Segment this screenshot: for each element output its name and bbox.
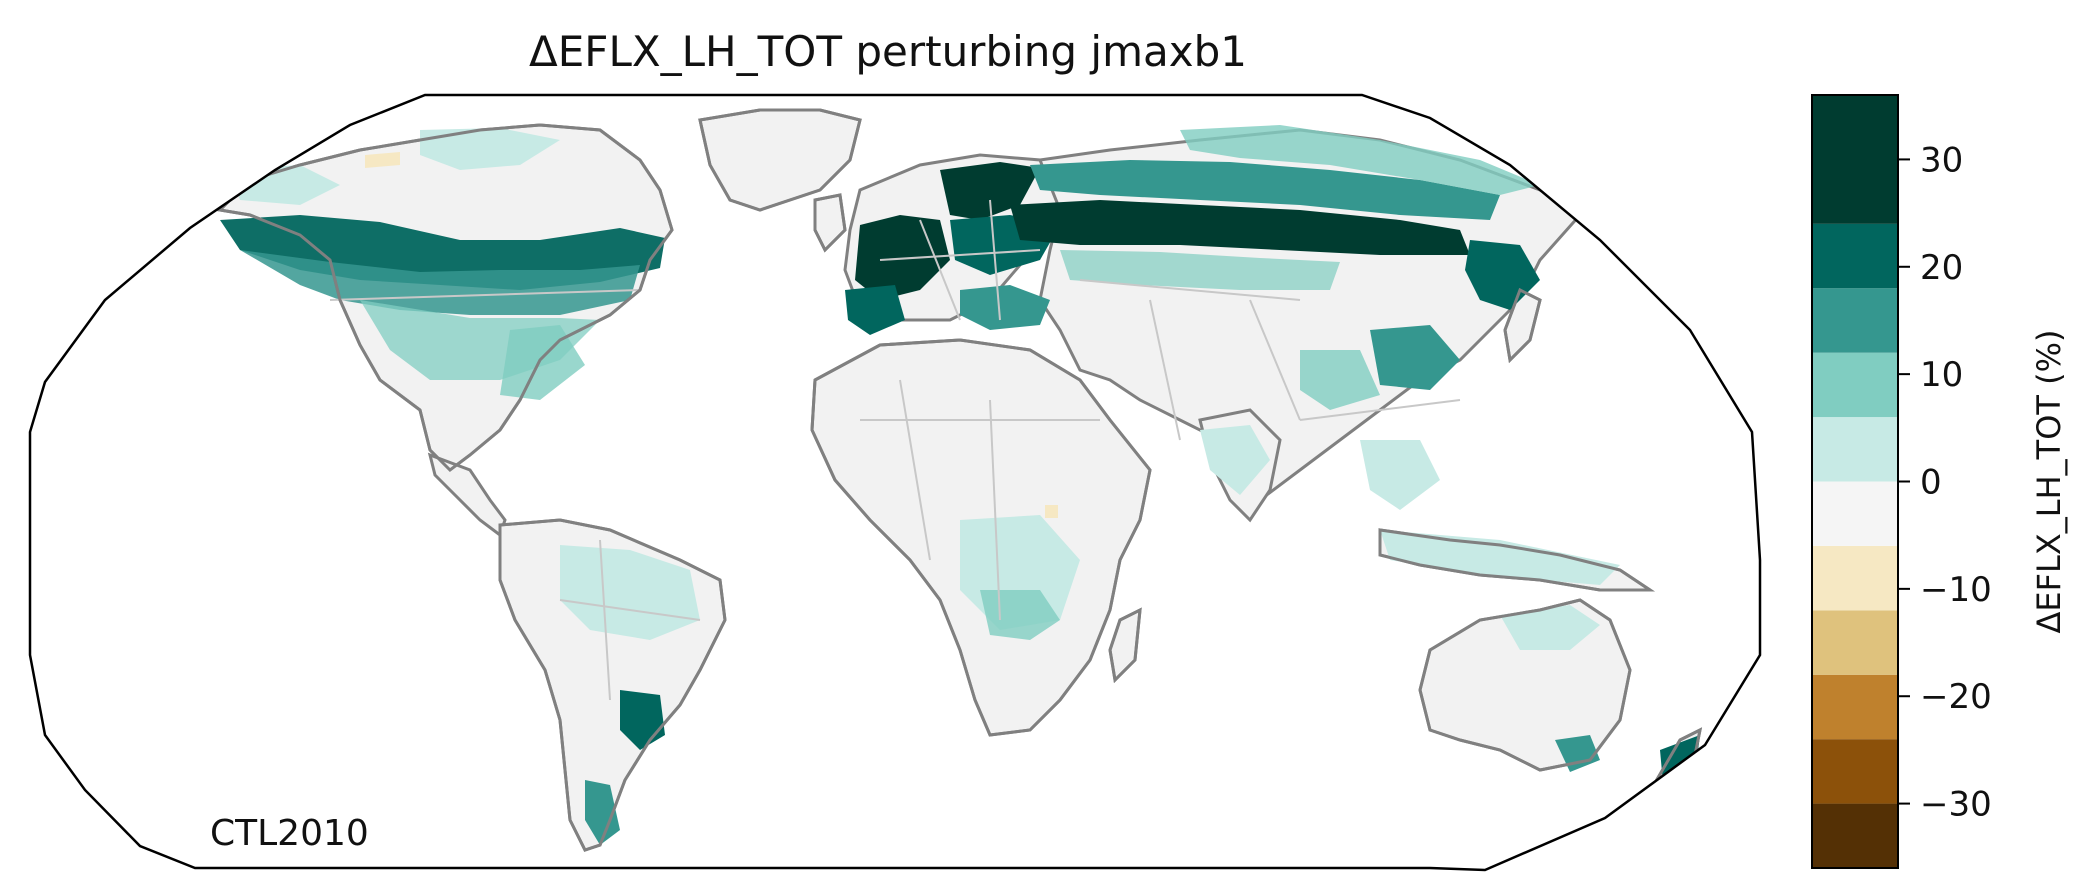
colorbar-tick-label: −10 bbox=[1920, 570, 1992, 610]
colorbar-bin-10 bbox=[1812, 95, 1898, 224]
colorbar-bin-9 bbox=[1812, 223, 1898, 289]
colorbar-bin-2 bbox=[1812, 674, 1898, 740]
colorbar-tick-label: 20 bbox=[1920, 248, 1963, 288]
anomaly-overlay bbox=[220, 125, 1700, 845]
colorbar-bin-7 bbox=[1812, 352, 1898, 418]
colorbar-label: ΔEFLX_LH_TOT (%) bbox=[2030, 330, 2068, 634]
colorbar-bin-5 bbox=[1812, 481, 1898, 546]
run-label: CTL2010 bbox=[210, 813, 369, 854]
colorbar: 30 20 10 0 −10 −20 −30 bbox=[1811, 94, 1992, 869]
colorbar-bin-6 bbox=[1812, 417, 1898, 482]
anomaly-russia-band-dark bbox=[1010, 200, 1470, 255]
colorbar-tick-label: −30 bbox=[1920, 785, 1992, 825]
anomaly-far-east-dark bbox=[1465, 240, 1540, 310]
anomaly-china-east bbox=[1370, 325, 1460, 390]
anomaly-russia-band-mid bbox=[1030, 160, 1500, 220]
colorbar-tick-label: 10 bbox=[1920, 355, 1963, 395]
anomaly-iberia bbox=[845, 285, 905, 335]
anomaly-se-asia bbox=[1360, 440, 1440, 510]
colorbar-tick-label: 0 bbox=[1920, 463, 1942, 503]
colorbar-tick-label: 30 bbox=[1920, 140, 1963, 180]
colorbar-bin-1 bbox=[1812, 739, 1898, 804]
anomaly-na-east bbox=[500, 325, 585, 400]
colorbar-bin-8 bbox=[1812, 288, 1898, 353]
anomaly-amazon bbox=[560, 545, 700, 640]
anomaly-alaska-tan bbox=[365, 152, 400, 168]
colorbar-bin-3 bbox=[1812, 610, 1898, 675]
anomaly-australia-north bbox=[1500, 605, 1600, 650]
coastlines bbox=[216, 108, 1703, 852]
colorbar-bin-0 bbox=[1812, 803, 1898, 868]
country-borders bbox=[329, 199, 1461, 701]
colorbar-bin-4 bbox=[1812, 545, 1898, 611]
map-panel: CTL2010 bbox=[28, 93, 1762, 872]
anomaly-balkans bbox=[960, 285, 1050, 330]
anomaly-arctic-islands bbox=[420, 128, 560, 170]
anomaly-siberia-light bbox=[1180, 125, 1540, 195]
colorbar-tick-label: −20 bbox=[1920, 677, 1992, 717]
map-title: ΔEFLX_LH_TOT perturbing jmaxb1 bbox=[529, 27, 1247, 76]
anomaly-australia-se bbox=[1555, 735, 1600, 772]
anomaly-indonesia bbox=[1380, 530, 1620, 585]
anomaly-russia-south bbox=[1060, 250, 1340, 290]
anomaly-east-africa-tan bbox=[1045, 505, 1058, 518]
anomaly-patagonia bbox=[585, 780, 620, 845]
anomaly-china-mid bbox=[1300, 350, 1380, 410]
anomaly-india bbox=[1200, 425, 1270, 495]
globe-outline bbox=[28, 93, 1762, 872]
